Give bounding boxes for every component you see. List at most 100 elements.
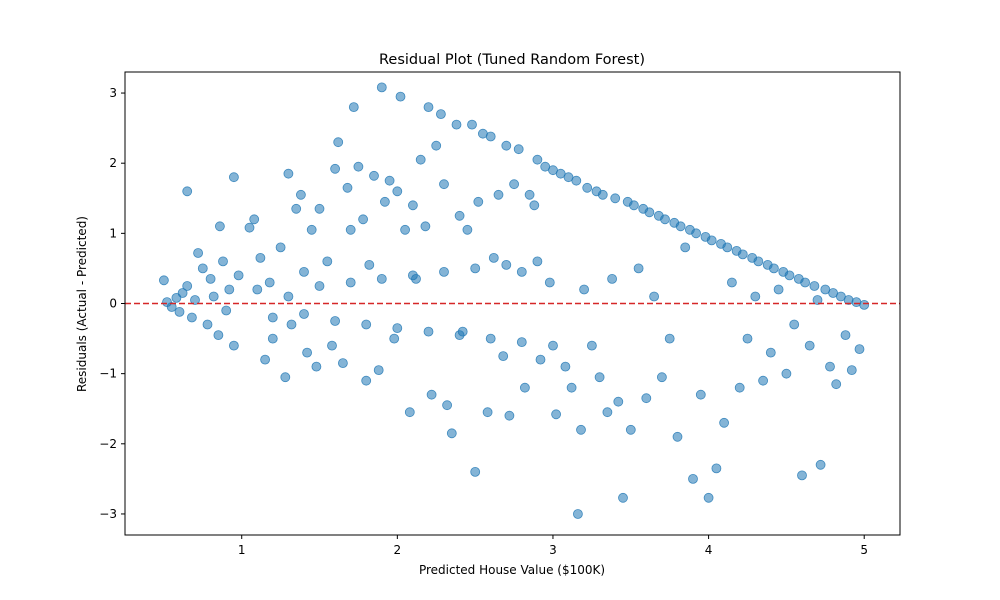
- x-tick-label: 5: [860, 543, 868, 557]
- data-point: [392, 323, 403, 334]
- data-point: [376, 273, 387, 284]
- data-point: [431, 140, 442, 151]
- data-point: [516, 266, 527, 277]
- data-point: [267, 333, 278, 344]
- data-point: [283, 168, 294, 179]
- data-point: [742, 333, 753, 344]
- data-point: [602, 407, 613, 418]
- data-point: [504, 410, 515, 421]
- data-point: [314, 203, 325, 214]
- data-point: [734, 382, 745, 393]
- data-point: [295, 189, 306, 200]
- data-point: [228, 172, 239, 183]
- data-point: [345, 224, 356, 235]
- x-tick-label: 2: [394, 543, 402, 557]
- data-point: [498, 351, 509, 362]
- data-point: [473, 196, 484, 207]
- data-point: [672, 431, 683, 442]
- data-point: [439, 266, 449, 277]
- data-point: [333, 137, 344, 148]
- data-point: [451, 119, 462, 130]
- data-point: [299, 309, 309, 319]
- data-point: [407, 200, 418, 211]
- data-point: [462, 224, 473, 235]
- data-point: [213, 330, 224, 341]
- data-point: [618, 492, 628, 503]
- data-point: [706, 235, 717, 246]
- data-point: [532, 256, 543, 267]
- data-point: [286, 319, 297, 330]
- data-point: [353, 161, 364, 172]
- data-point: [364, 259, 375, 270]
- data-point: [485, 131, 496, 142]
- data-point: [524, 189, 535, 200]
- data-point: [389, 333, 400, 344]
- data-point: [551, 409, 561, 420]
- data-point: [633, 263, 644, 274]
- data-point: [244, 222, 255, 233]
- data-point: [218, 256, 228, 267]
- data-point: [613, 396, 624, 407]
- data-point: [753, 256, 764, 267]
- data-point: [587, 340, 597, 351]
- data-point: [306, 224, 317, 235]
- data-point: [361, 319, 372, 330]
- data-point: [765, 347, 776, 358]
- data-point: [854, 344, 865, 355]
- data-point: [302, 347, 313, 358]
- data-point: [322, 256, 333, 267]
- data-point: [641, 393, 652, 404]
- data-point: [680, 242, 691, 253]
- data-point: [758, 375, 768, 386]
- y-tick-label: −3: [99, 507, 117, 521]
- x-axis-label: Predicted House Value ($100K): [419, 563, 605, 577]
- data-point: [214, 221, 225, 232]
- data-point: [228, 340, 239, 351]
- data-point: [825, 361, 835, 372]
- data-point: [516, 337, 527, 348]
- data-point: [442, 400, 453, 411]
- data-point: [221, 305, 232, 316]
- data-point: [177, 288, 188, 298]
- data-point: [392, 186, 403, 197]
- chart-title: Residual Plot (Tuned Random Forest): [379, 52, 645, 68]
- data-point: [345, 277, 356, 288]
- data-point: [804, 340, 815, 351]
- data-point: [190, 295, 200, 305]
- data-point: [789, 319, 800, 330]
- data-point: [193, 248, 204, 258]
- data-point: [384, 175, 395, 186]
- data-point: [513, 144, 524, 155]
- data-point: [703, 492, 714, 503]
- data-point: [532, 154, 543, 165]
- data-point: [859, 299, 870, 310]
- data-point: [158, 275, 169, 286]
- data-point: [815, 459, 826, 470]
- y-tick-label: −1: [99, 367, 117, 381]
- data-point: [407, 270, 418, 281]
- data-point: [488, 252, 499, 263]
- data-point: [267, 312, 278, 323]
- data-point: [657, 372, 667, 383]
- data-point: [166, 302, 177, 312]
- data-point: [470, 466, 481, 477]
- data-point: [660, 214, 670, 225]
- data-point: [423, 326, 434, 337]
- data-point: [664, 333, 675, 344]
- data-point: [800, 277, 810, 288]
- data-point: [482, 407, 493, 418]
- data-point: [501, 259, 512, 270]
- x-tick-label: 4: [705, 543, 713, 557]
- data-point: [255, 252, 266, 263]
- data-point: [722, 242, 733, 253]
- x-axis-ticks: 1 2 3 4 5: [238, 535, 868, 557]
- data-point: [797, 470, 807, 481]
- data-point: [205, 273, 216, 284]
- data-point: [275, 242, 286, 253]
- data-point: [520, 382, 530, 393]
- data-point: [373, 365, 384, 376]
- data-point: [711, 463, 722, 474]
- data-point: [233, 270, 244, 281]
- data-point: [314, 281, 325, 291]
- data-point: [395, 91, 406, 102]
